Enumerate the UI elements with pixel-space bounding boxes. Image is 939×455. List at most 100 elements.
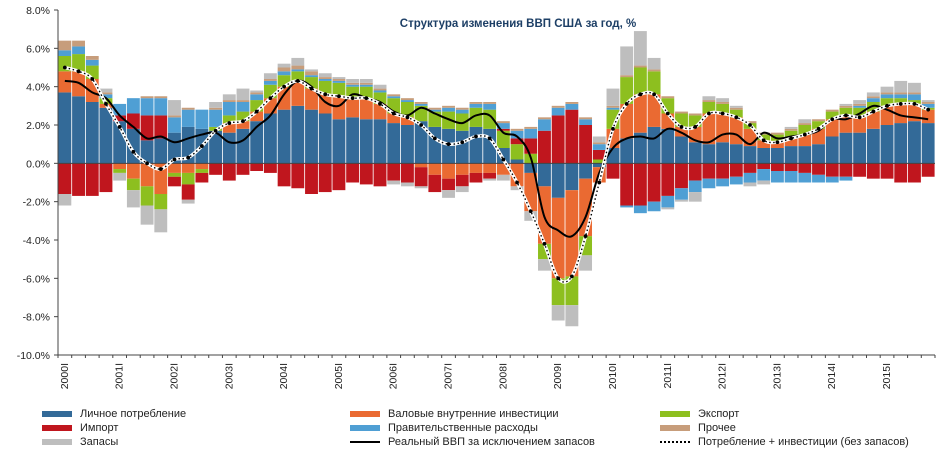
bar-segment-s0-q35	[538, 163, 551, 187]
bar-segment-s6-q12	[222, 94, 236, 101]
bar-segment-s2-q55	[812, 121, 825, 129]
bar-segment-s1-q56	[825, 119, 839, 137]
axes-layer: 8.0% 6.0% 4.0% 2.0% 0.0% -2.0% -4.0% -6.0% -8.0%…	[17, 5, 936, 389]
bar-segment-s1-q54	[798, 134, 812, 147]
line-consumption-investment	[64, 66, 929, 283]
bar-segment-s5-q55	[812, 119, 825, 122]
bar-segment-s5-q15	[263, 79, 277, 81]
bar-segment-s3-q22	[359, 163, 373, 185]
bar-segment-s0-q56	[825, 136, 839, 164]
y-tick-label: 6.0%	[26, 43, 50, 55]
bar-segment-s3-q44	[661, 163, 675, 196]
bar-segment-s1-q52	[770, 142, 784, 148]
bar-segment-s3-q48	[716, 163, 730, 179]
bar-segment-s4-q7	[154, 98, 168, 116]
bar-segment-s6-q8	[168, 100, 181, 116]
bar-segment-s5-q61	[894, 92, 908, 95]
ci-point-q28	[446, 142, 451, 147]
x-tick-label: 2014I	[826, 363, 838, 389]
bar-segment-s0-q7	[154, 138, 168, 164]
ci-point-q17	[295, 79, 300, 83]
bar-segment-s4-q40	[606, 107, 620, 110]
bar-segment-s4-q34	[524, 128, 538, 139]
bar-segment-s1-q31	[483, 163, 497, 173]
bar-segment-s5-q49	[729, 107, 743, 110]
bar-segment-s0-q37	[565, 163, 579, 191]
bar-segment-s6-q25	[400, 182, 414, 187]
ci-point-q20	[337, 94, 341, 99]
bar-segment-s4-q14	[250, 94, 264, 101]
bar-segment-s1-q32	[496, 163, 510, 175]
bar-segment-s4-q30	[469, 103, 483, 108]
bar-segment-s6-q21	[346, 79, 360, 83]
bar-segment-s4-q44	[661, 195, 675, 208]
bar-segment-s1-q18	[305, 88, 318, 110]
bar-segment-s1-q27	[428, 163, 442, 175]
bar-segment-s5-q50	[743, 121, 757, 124]
x-tick-label: 2004I	[278, 363, 290, 389]
bar-segment-s5-q56	[825, 109, 839, 112]
bar-segment-s4-q52	[770, 171, 784, 183]
bar-segment-s2-q54	[798, 125, 812, 135]
bar-segment-s4-q8	[168, 117, 181, 133]
bar-segment-s5-q27	[428, 107, 442, 110]
ci-point-q3	[104, 102, 108, 106]
bar-segment-s5-q6	[140, 96, 154, 99]
bar-segment-s6-q4	[113, 172, 127, 181]
bar-segment-s6-q24	[387, 180, 401, 185]
bar-segment-s4-q12	[222, 102, 236, 116]
bar-segment-s3-q59	[866, 163, 880, 179]
bar-segment-s3-q33	[510, 138, 524, 145]
bar-segment-s4-q47	[702, 178, 716, 189]
ci-point-q61	[898, 102, 903, 106]
ci-point-q62	[912, 102, 917, 106]
ci-point-q30	[474, 134, 478, 139]
bar-segment-s0-q22	[359, 119, 373, 164]
bar-segment-s5-q54	[798, 123, 812, 125]
bar-segment-s4-q62	[908, 94, 921, 101]
bar-segment-s1-q49	[729, 117, 743, 145]
bar-segment-s6-q51	[757, 180, 771, 185]
bar-segment-s6-q47	[702, 96, 716, 101]
bar-segment-s5-q38	[579, 117, 593, 120]
bar-segment-s4-q43	[647, 201, 661, 212]
bar-segment-s3-q14	[250, 163, 264, 171]
bar-segment-s2-q51	[757, 134, 771, 141]
bar-segment-s5-q17	[291, 65, 305, 70]
bar-segment-s3-q4	[113, 115, 127, 122]
bar-segment-s0-q48	[716, 142, 730, 164]
bar-segment-s4-q3	[99, 94, 113, 99]
y-tick-label: -4.0%	[23, 235, 50, 247]
bar-segment-s5-q53	[784, 128, 798, 131]
bar-segment-s2-q36	[551, 278, 565, 306]
bar-segment-s3-q25	[400, 163, 414, 183]
bar-segment-s6-q39	[592, 136, 606, 143]
bar-segment-s2-q18	[305, 77, 318, 89]
bar-segment-s3-q50	[743, 163, 757, 173]
bar-segment-s3-q7	[154, 115, 168, 139]
bar-layer	[58, 31, 935, 327]
line-real-gdp-ex-inventories	[64, 79, 929, 238]
bar-segment-s5-q32	[496, 121, 510, 124]
bar-segment-s2-q21	[346, 86, 360, 99]
ci-point-q26	[419, 123, 424, 127]
bar-segment-s0-q62	[908, 121, 921, 164]
ci-point-q52	[775, 140, 780, 145]
bar-segment-s5-q19	[318, 77, 332, 79]
bar-segment-s0-q19	[318, 113, 332, 164]
bar-segment-s4-q9	[181, 109, 195, 127]
bar-segment-s2-q6	[140, 186, 154, 206]
bar-segment-s4-q56	[825, 176, 839, 183]
bar-segment-s3-q28	[442, 178, 455, 191]
ci-point-q24	[391, 111, 396, 116]
y-tick-label: -6.0%	[23, 273, 50, 285]
bar-segment-s5-q60	[880, 92, 894, 95]
bar-segment-s0-q14	[250, 121, 264, 164]
bar-segment-s0-q6	[140, 140, 154, 164]
bar-segment-s3-q61	[894, 163, 908, 183]
bar-segment-s6-q37	[565, 305, 579, 327]
bar-segment-s5-q62	[908, 92, 921, 95]
bar-segment-s5-q48	[716, 102, 730, 104]
